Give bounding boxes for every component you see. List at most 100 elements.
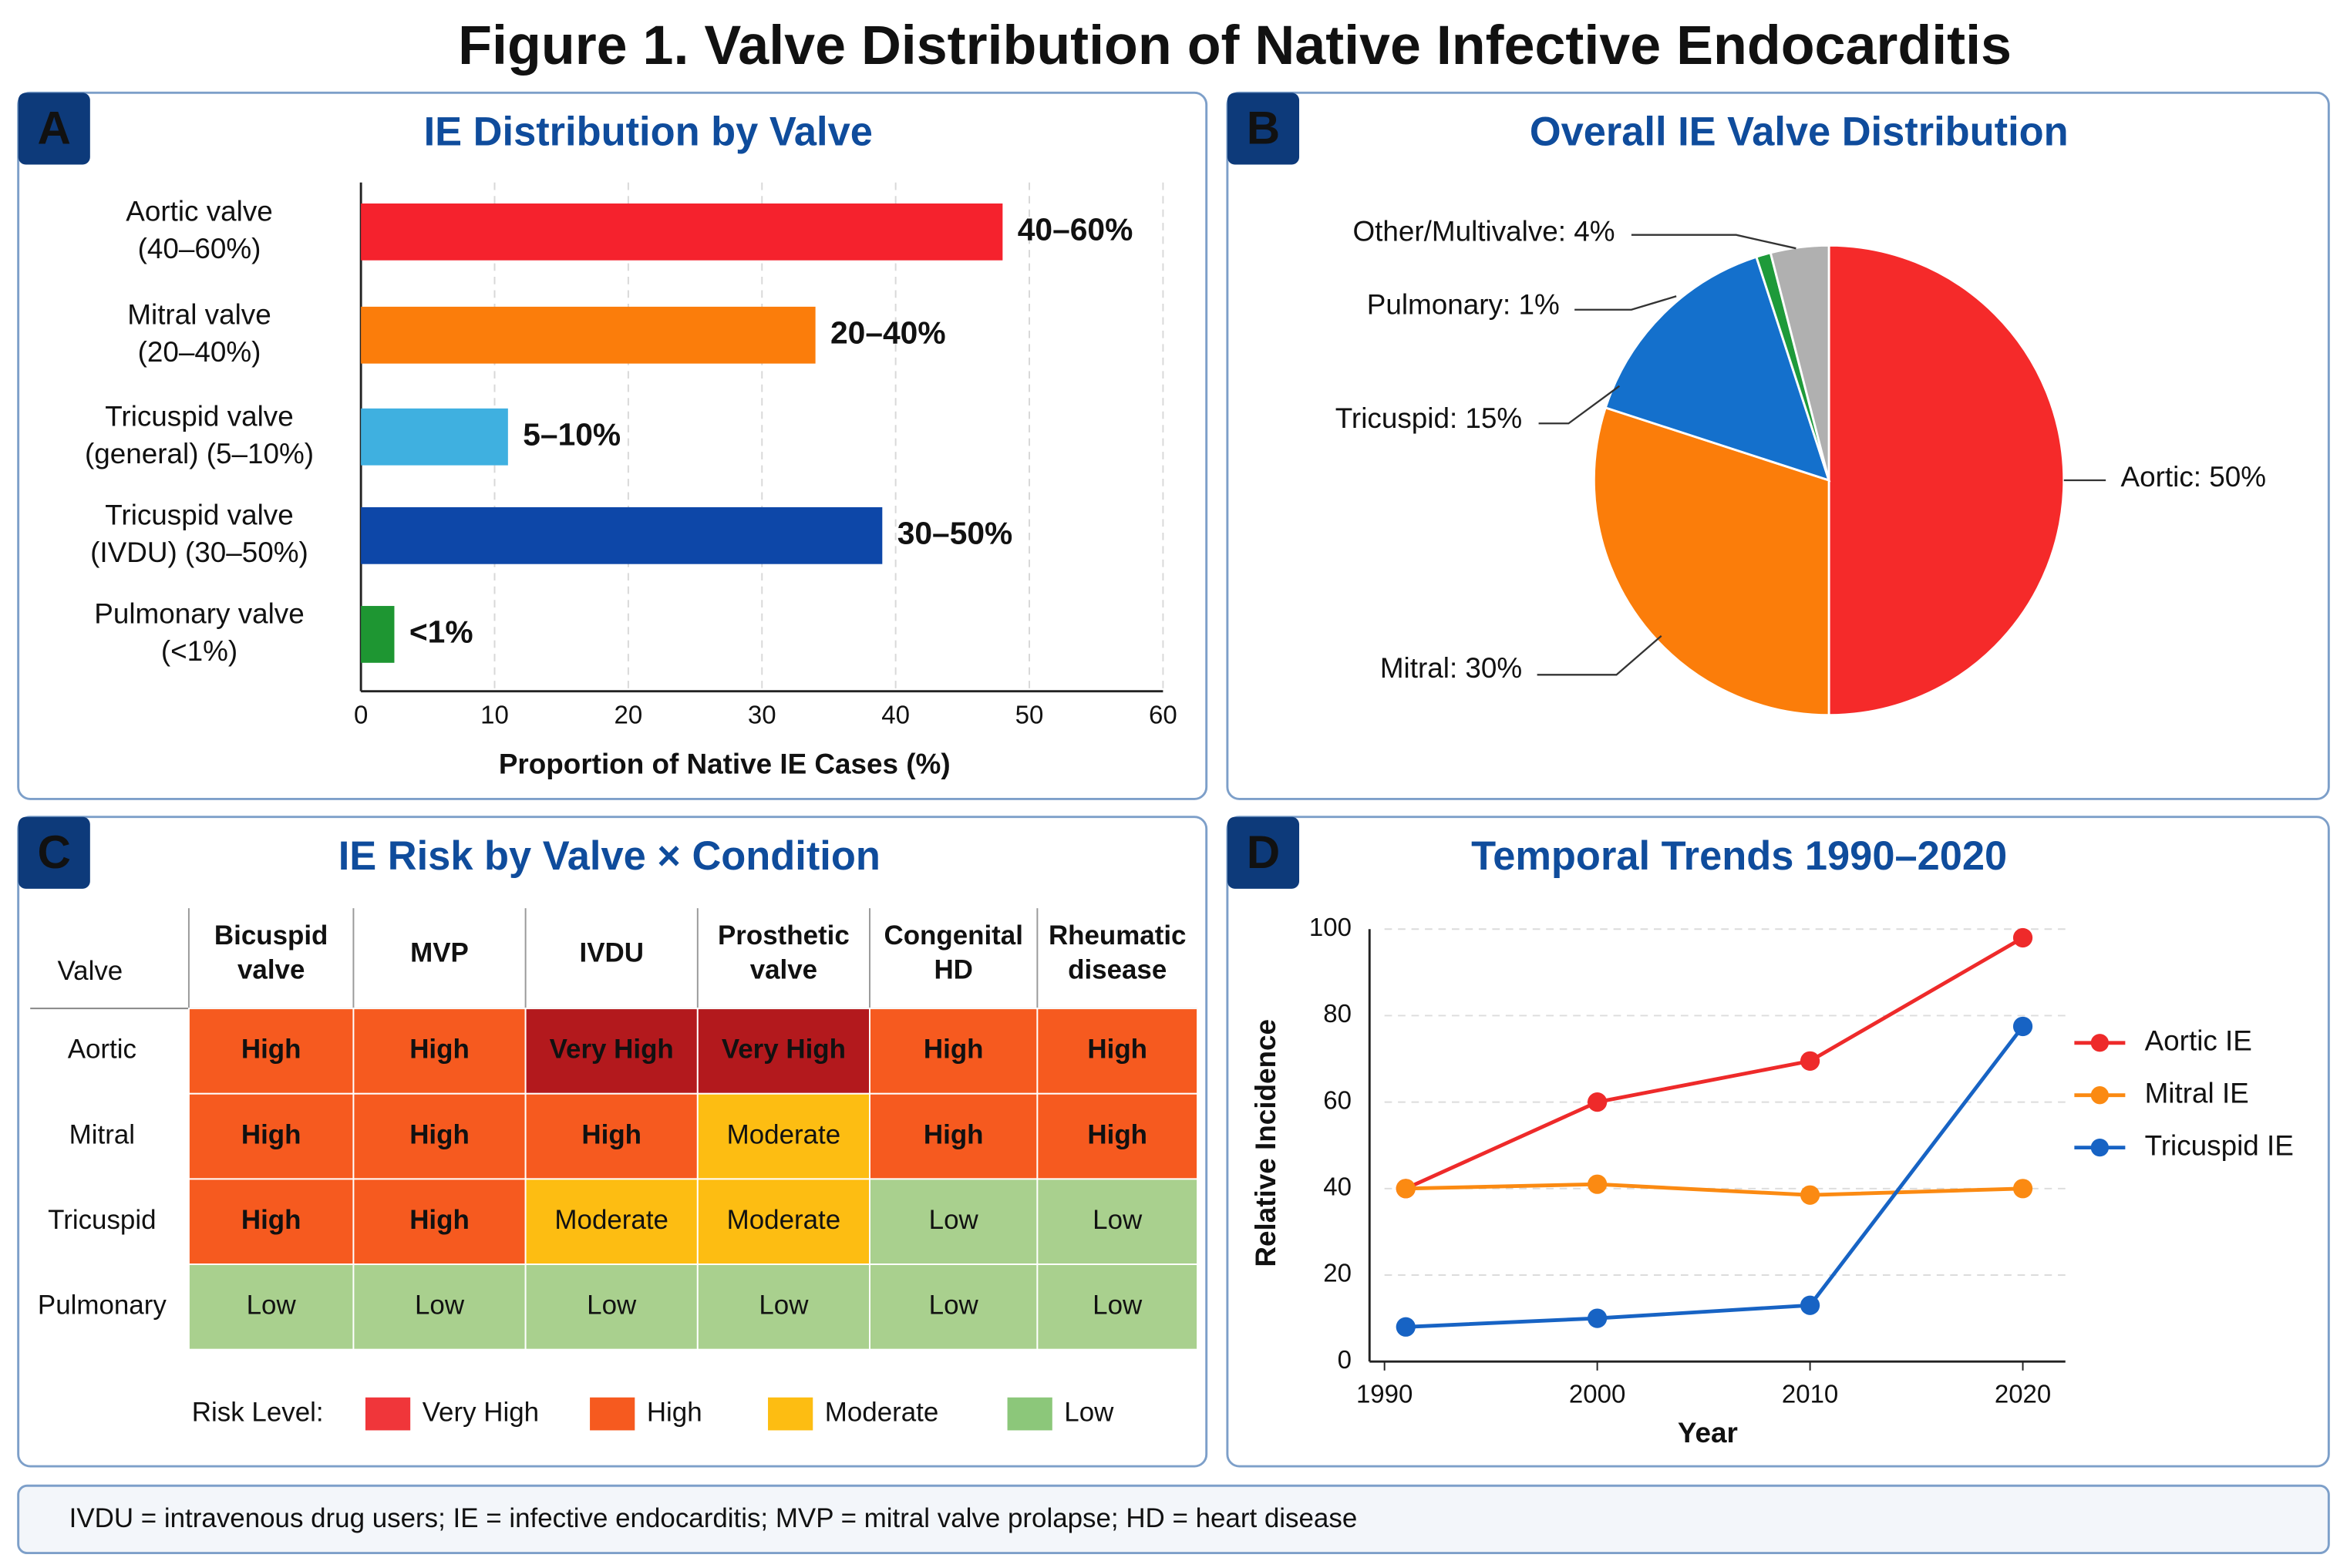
panel-letter: C <box>38 826 71 878</box>
heatmap-cell <box>524 1263 699 1351</box>
legend-label: Mitral IE <box>2145 1077 2249 1109</box>
y-tick-label-line: Mitral valve <box>127 298 271 330</box>
data-point <box>2012 927 2033 948</box>
column-header: IVDU <box>579 937 643 967</box>
y-tick-label-line: Tricuspid valve <box>105 400 293 432</box>
heatmap-cell <box>869 1092 1039 1180</box>
x-tick-label: 40 <box>881 700 910 728</box>
y-tick-label: Tricuspid valve (IVDU) (30–50%) <box>90 499 308 568</box>
y-tick-label: 40 <box>1323 1173 1352 1201</box>
figure-title: Figure 1. Valve Distribution of Native I… <box>458 15 2012 76</box>
bar <box>361 606 395 663</box>
x-tick-label: 2010 <box>1782 1380 1838 1408</box>
row-label: Mitral <box>69 1119 135 1149</box>
row-label: Pulmonary <box>38 1290 167 1321</box>
legend-swatch <box>1007 1397 1052 1431</box>
heatmap-cell <box>1036 1263 1199 1351</box>
x-tick-label: 10 <box>480 700 509 728</box>
series-line <box>1406 1025 2025 1329</box>
panel-badge <box>18 816 90 889</box>
series-line <box>1406 1182 2023 1197</box>
column-header-line: IVDU <box>579 937 643 967</box>
slice-label: Pulmonary: 1% <box>1367 289 1560 321</box>
column-header: Congenital HD <box>884 920 1022 985</box>
cell-label: High <box>1087 1119 1147 1149</box>
column-header-line: MVP <box>410 937 469 967</box>
heatmap-cell <box>696 1008 870 1095</box>
slice-label: Other/Multivalve: 4% <box>1352 216 1615 247</box>
legend-marker <box>2090 1034 2110 1052</box>
cell-label: High <box>409 1119 470 1149</box>
y-tick-label-line: (20–40%) <box>138 336 261 368</box>
bar <box>361 408 508 466</box>
bar <box>361 203 1003 261</box>
leader-line <box>1537 634 1662 676</box>
cell-label: High <box>1087 1035 1147 1065</box>
cell-label: Very High <box>722 1035 846 1065</box>
x-tick-label: 30 <box>748 700 776 728</box>
cell-label: Low <box>1093 1205 1143 1235</box>
y-tick-label-line: (IVDU) (30–50%) <box>90 537 308 568</box>
x-tick-label: 60 <box>1149 700 1177 728</box>
heatmap-cell <box>696 1178 870 1265</box>
y-tick-label: 0 <box>1338 1345 1352 1374</box>
row-label: Aortic <box>68 1035 136 1065</box>
heatmap-cell <box>696 1092 870 1180</box>
y-axis-label: Relative Incidence <box>1250 1019 1281 1267</box>
heatmap-cell <box>352 1008 527 1095</box>
x-tick-label: 2020 <box>1995 1380 2051 1408</box>
legend-label: Moderate <box>825 1397 939 1427</box>
bar <box>361 506 883 564</box>
heatmap-cell <box>1036 1092 1199 1180</box>
pie-slice <box>1604 255 1831 483</box>
cell-label: Very High <box>550 1035 674 1065</box>
column-header-line: valve <box>750 955 817 985</box>
panel-title: IE Distribution by Valve <box>424 110 873 155</box>
column-header-line: disease <box>1068 955 1167 985</box>
panel-letter: B <box>1247 103 1280 154</box>
bar-label: <1% <box>409 614 473 650</box>
y-tick-label: 100 <box>1309 913 1352 941</box>
column-header-line: Rheumatic <box>1049 920 1187 951</box>
y-tick-label-line: (general) (5–10%) <box>85 438 314 469</box>
footnote-box <box>17 1484 2330 1555</box>
data-point <box>1396 1179 1416 1199</box>
heatmap-cell <box>869 1008 1039 1095</box>
x-tick-label: 50 <box>1015 700 1044 728</box>
pie-slice <box>1769 244 1830 481</box>
heatmap-cell <box>352 1178 527 1265</box>
cell-label: High <box>924 1035 984 1065</box>
cell-label: Low <box>415 1290 465 1321</box>
y-tick-label: Aortic valve (40–60%) <box>126 195 273 264</box>
slice-label: Tricuspid: 15% <box>1335 402 1522 434</box>
x-tick-label: 0 <box>354 700 368 728</box>
data-point <box>1588 1308 1608 1328</box>
panel-title: Temporal Trends 1990–2020 <box>1471 834 2007 879</box>
data-point <box>1588 1174 1608 1194</box>
column-header-line: HD <box>934 955 972 985</box>
panel-badge <box>18 93 90 165</box>
cell-label: Low <box>1093 1290 1143 1321</box>
legend-marker <box>2090 1138 2110 1157</box>
y-tick-label: Pulmonary valve (<1%) <box>94 597 304 667</box>
legend-label: Very High <box>423 1397 539 1427</box>
panel-frame <box>1226 816 2330 1468</box>
cell-label: Low <box>929 1290 979 1321</box>
legend-marker <box>2090 1086 2110 1105</box>
legend-title: Risk Level: <box>192 1397 324 1427</box>
panel-letter: D <box>1247 826 1280 878</box>
legend-swatch <box>590 1397 635 1431</box>
panel-frame <box>17 91 1208 800</box>
column-header: Bicuspid valve <box>214 920 328 985</box>
heatmap-cell <box>524 1008 699 1095</box>
x-tick-label: 2000 <box>1569 1380 1625 1408</box>
footnote: IVDU = intravenous drug users; IE = infe… <box>69 1503 1358 1533</box>
column-header: Rheumatic disease <box>1049 920 1187 985</box>
cell-label: High <box>581 1119 641 1149</box>
bar-label: 5–10% <box>523 416 621 452</box>
data-point <box>1588 1092 1608 1112</box>
leader-line <box>1538 385 1621 425</box>
legend-label: Low <box>1064 1397 1114 1427</box>
pie-slice <box>1592 406 1830 717</box>
